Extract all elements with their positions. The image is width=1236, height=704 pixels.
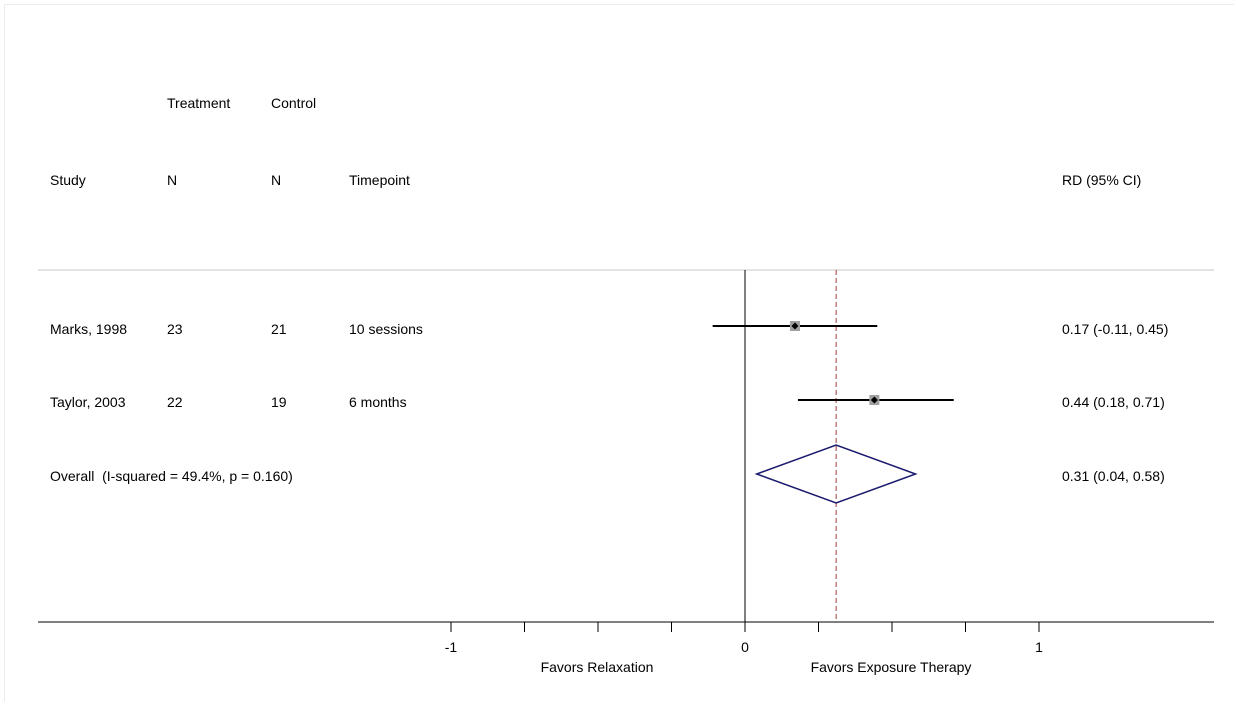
x-tick-label: 1 xyxy=(1035,639,1043,655)
study-effect-label-2: 0.44 (0.18, 0.71) xyxy=(1062,394,1165,410)
x-tick-label: -1 xyxy=(445,639,458,655)
header-timepoint: Timepoint xyxy=(349,172,410,188)
study-point-estimate xyxy=(791,322,799,330)
x-tick-label: 0 xyxy=(741,639,749,655)
favors-right-label: Favors Exposure Therapy xyxy=(811,659,972,675)
overall-label: Overall (I-squared = 49.4%, p = 0.160) xyxy=(50,468,293,484)
study-treatment-n-1: 23 xyxy=(167,321,183,337)
study-control-n-1: 21 xyxy=(271,321,287,337)
overall-effect-label: 0.31 (0.04, 0.58) xyxy=(1062,468,1165,484)
plot-frame xyxy=(4,4,1234,702)
chart-marks: -1 0 1 xyxy=(445,270,1043,655)
study-point-estimate xyxy=(870,396,878,404)
study-effect-label-1: 0.17 (-0.11, 0.45) xyxy=(1062,321,1168,337)
header-study: Study xyxy=(50,172,86,188)
favors-left-label: Favors Relaxation xyxy=(541,659,654,675)
study-timepoint-1: 10 sessions xyxy=(349,321,423,337)
study-timepoint-2: 6 months xyxy=(349,394,407,410)
header-treatment: Treatment xyxy=(167,95,230,111)
header-effect: RD (95% CI) xyxy=(1062,172,1141,188)
study-control-n-2: 19 xyxy=(271,394,287,410)
study-name-1: Marks, 1998 xyxy=(50,321,127,337)
header-control: Control xyxy=(271,95,316,111)
overall-diamond xyxy=(754,444,918,504)
header-control-n: N xyxy=(271,172,281,188)
study-name-2: Taylor, 2003 xyxy=(50,394,126,410)
header-treatment-n: N xyxy=(167,172,177,188)
study-treatment-n-2: 22 xyxy=(167,394,183,410)
